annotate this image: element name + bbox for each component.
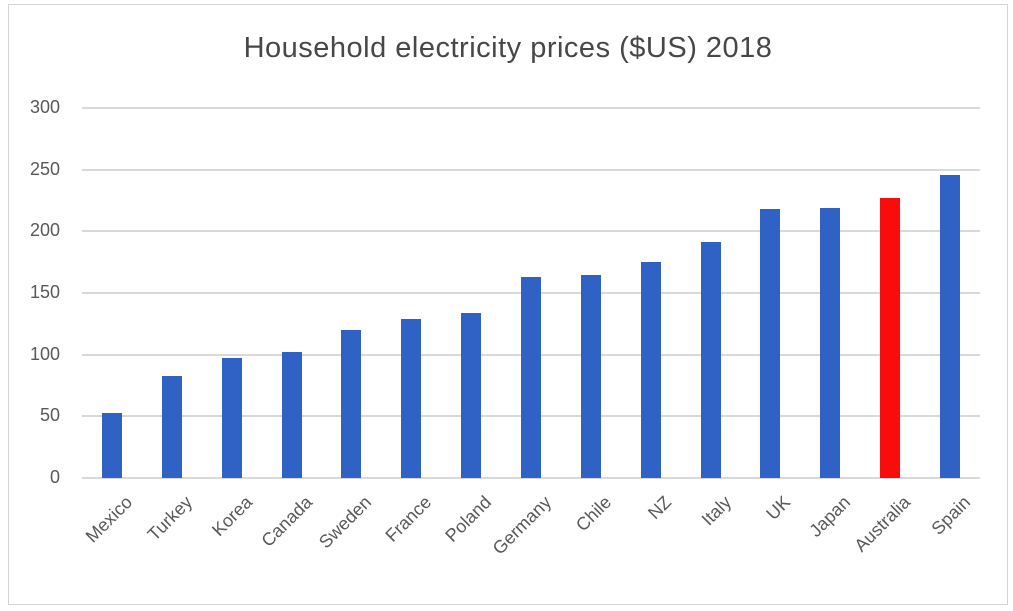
bar-japan [820, 207, 841, 478]
gridline-250 [82, 168, 980, 171]
bar-nz [640, 262, 661, 478]
chart-frame: Household electricity prices ($US) 2018 [8, 4, 1008, 605]
gridline-0 [82, 477, 980, 479]
bar-france [401, 318, 422, 478]
bar-chile [580, 274, 601, 478]
bar-uk [760, 209, 781, 478]
y-tick-label-300: 300 [29, 97, 60, 117]
y-tick-label-150: 150 [29, 282, 60, 302]
chart-title: Household electricity prices ($US) 2018 [243, 32, 773, 64]
bar-turkey [161, 375, 182, 478]
bar-spain [940, 174, 961, 478]
bar-sweden [341, 330, 362, 478]
bar-mexico [101, 412, 122, 478]
bar-canada [281, 352, 302, 478]
bar-italy [700, 242, 721, 478]
gridline-200 [82, 230, 980, 233]
y-tick-label-0: 0 [49, 467, 60, 487]
y-tick-label-200: 200 [29, 220, 60, 241]
bar-korea [221, 358, 242, 478]
plot-area [82, 107, 980, 479]
y-tick-label-250: 250 [29, 158, 60, 179]
y-tick-label-50: 50 [39, 405, 60, 426]
y-tick-label-100: 100 [29, 343, 60, 364]
gridline-300 [82, 107, 980, 109]
bar-poland [461, 312, 482, 478]
bar-germany [521, 276, 541, 478]
bar-australia [880, 198, 901, 478]
